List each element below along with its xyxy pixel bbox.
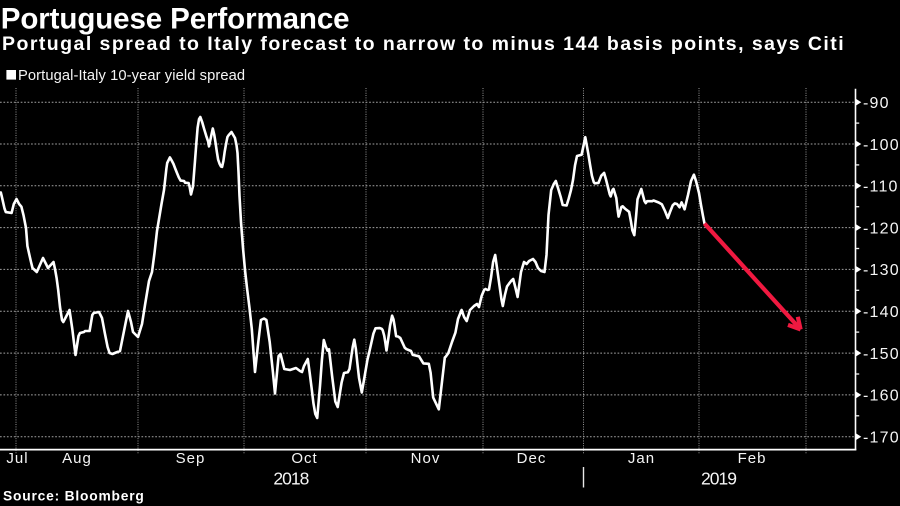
svg-text:-170: -170 xyxy=(863,430,900,447)
svg-text:-130: -130 xyxy=(863,262,900,279)
svg-text:2018: 2018 xyxy=(273,469,308,489)
svg-text:Portugal-Italy 10-year yield s: Portugal-Italy 10-year yield spread xyxy=(18,68,245,84)
svg-text:Source: Bloomberg: Source: Bloomberg xyxy=(3,489,145,504)
svg-text:Aug: Aug xyxy=(62,450,92,467)
svg-text:-90: -90 xyxy=(863,95,890,112)
svg-text:Nov: Nov xyxy=(411,450,441,467)
svg-text:-120: -120 xyxy=(863,220,900,237)
svg-text:-100: -100 xyxy=(863,137,900,154)
svg-text:-110: -110 xyxy=(863,179,899,196)
svg-text:Feb: Feb xyxy=(738,450,767,467)
svg-text:Sep: Sep xyxy=(176,450,206,467)
svg-text:2019: 2019 xyxy=(701,469,736,489)
svg-text:Dec: Dec xyxy=(517,450,547,467)
svg-text:Jul: Jul xyxy=(6,450,28,467)
svg-text:-160: -160 xyxy=(863,388,900,405)
svg-text:-150: -150 xyxy=(863,346,900,363)
svg-text:Portuguese Performance: Portuguese Performance xyxy=(1,3,350,36)
svg-text:-140: -140 xyxy=(863,304,900,321)
svg-text:Jan: Jan xyxy=(628,450,655,467)
svg-text:Oct: Oct xyxy=(291,450,317,467)
svg-text:Portugal spread to Italy forec: Portugal spread to Italy forecast to nar… xyxy=(2,33,845,55)
